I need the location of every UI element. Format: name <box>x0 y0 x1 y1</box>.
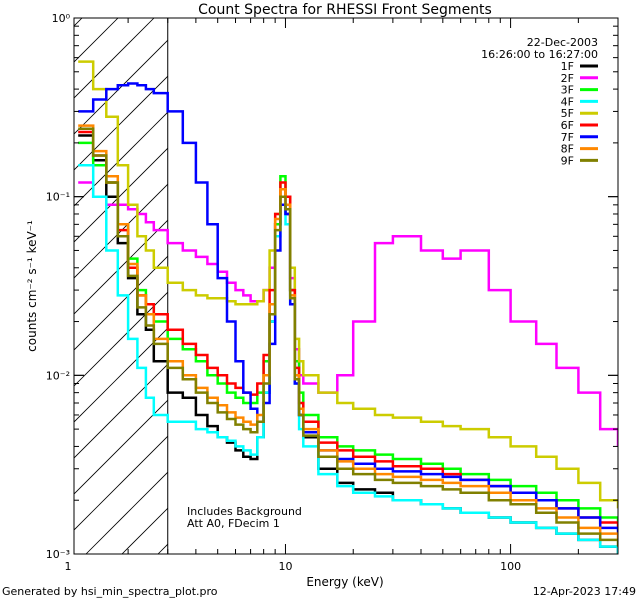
hatch-line <box>74 363 168 459</box>
legend-label-4f: 4F <box>561 95 574 108</box>
y-tick-label: 10⁻³ <box>46 548 70 561</box>
hatch-line <box>74 111 168 207</box>
hatch-line <box>74 219 168 315</box>
series-7f-line <box>78 82 618 534</box>
hatch-line <box>74 18 155 99</box>
hatch-line <box>74 75 168 171</box>
note-background: Includes Background <box>187 505 302 518</box>
hatched-region <box>74 18 169 554</box>
footer-timestamp: 12-Apr-2023 17:49 <box>533 585 636 598</box>
hatch-line <box>74 18 119 63</box>
y-axis-label: counts cm⁻² s⁻¹ keV⁻¹ <box>25 220 39 352</box>
legend-label-2f: 2F <box>561 72 574 85</box>
hatch-line <box>74 183 168 279</box>
hatch-line <box>74 18 83 27</box>
legend-date: 22-Dec-2003 <box>527 36 598 49</box>
y-tick-label: 10⁰ <box>52 12 71 25</box>
hatch-line <box>74 435 168 531</box>
x-axis-label: Energy (keV) <box>306 575 383 589</box>
legend-label-7f: 7F <box>561 131 574 144</box>
legend-label-8f: 8F <box>561 143 574 156</box>
legend-label-6f: 6F <box>561 119 574 132</box>
plot-frame <box>73 17 619 555</box>
x-tick-label: 1 <box>65 560 72 573</box>
legend-label-1f: 1F <box>561 60 574 73</box>
series-5f-line <box>78 60 618 509</box>
chart-title: Count Spectra for RHESSI Front Segments <box>198 2 492 18</box>
note-attenuator: Att A0, FDecim 1 <box>187 517 280 530</box>
legend: 22-Dec-2003 16:26:00 to 16:27:00 1F2F3F4… <box>481 36 598 167</box>
legend-label-3f: 3F <box>561 84 574 97</box>
series-group <box>78 60 618 554</box>
x-tick-label: 100 <box>500 560 521 573</box>
hatch-line <box>74 291 168 387</box>
footer-generated-by: Generated by hsi_min_spectra_plot.pro <box>2 585 218 598</box>
hatch-line <box>74 147 168 243</box>
hatch-line <box>85 471 168 554</box>
hatch-line <box>74 39 168 135</box>
legend-time-range: 16:26:00 to 16:27:00 <box>481 48 598 61</box>
x-tick-label: 10 <box>278 560 292 573</box>
y-tick-label: 10⁻¹ <box>46 191 70 204</box>
y-axis: 10⁰ 10⁻¹ 10⁻² 10⁻³ <box>46 12 618 561</box>
y-tick-label: 10⁻² <box>46 369 70 382</box>
legend-label-5f: 5F <box>561 107 574 120</box>
x-axis: 1 10 100 <box>65 18 619 573</box>
legend-label-9f: 9F <box>561 154 574 167</box>
series-9f-line <box>78 127 618 547</box>
hatch-line <box>74 399 168 495</box>
